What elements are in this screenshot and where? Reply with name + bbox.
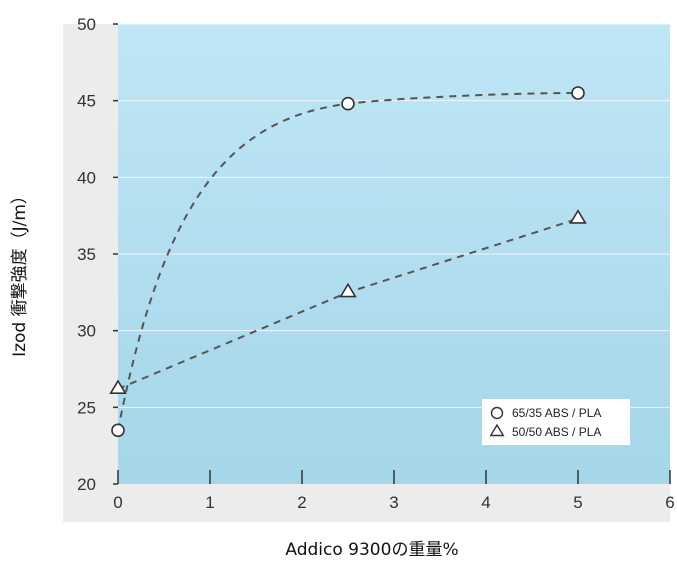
- y-tick-label-25: 25: [77, 398, 96, 417]
- y-tick-label-50: 50: [77, 15, 96, 34]
- axes: [113, 23, 671, 485]
- series-50-50-point: [109, 379, 127, 394]
- legend-circle-marker: [490, 406, 504, 420]
- y-tick-label-30: 30: [77, 322, 96, 341]
- series-65-35-point: [571, 86, 585, 100]
- x-axis-title: Addico 9300の重量%: [285, 540, 458, 560]
- y-axis-title: Izod 衝撃強度（J/m）: [10, 187, 30, 357]
- gridlines: [118, 23, 670, 408]
- x-tick-label-0: 0: [113, 493, 122, 512]
- series-50-50-point: [339, 282, 357, 298]
- y-tick-label-45: 45: [77, 92, 96, 111]
- y-tick-label-35: 35: [77, 245, 96, 264]
- legend-box: [482, 399, 630, 445]
- x-tick-label-4: 4: [481, 493, 490, 512]
- x-tick-label-5: 5: [573, 493, 582, 512]
- series-layer: [109, 86, 587, 438]
- x-tick-label-1: 1: [205, 493, 214, 512]
- y-tick-label-40: 40: [77, 168, 96, 187]
- legend: 65/35 ABS / PLA 50/50 ABS / PLA: [482, 399, 630, 445]
- y-tick-label-20: 20: [77, 475, 96, 494]
- legend-label-65-35: 65/35 ABS / PLA: [512, 406, 601, 420]
- x-tick-label-6: 6: [665, 493, 674, 512]
- series-65-35-point: [111, 423, 125, 438]
- series-50-50-point: [569, 209, 587, 224]
- legend-label-50-50: 50/50 ABS / PLA: [512, 425, 601, 439]
- series-65-35-point: [341, 96, 355, 111]
- x-tick-label-3: 3: [389, 493, 398, 512]
- x-tick-label-2: 2: [297, 493, 306, 512]
- legend-triangle-marker: [489, 423, 505, 437]
- series-65-35-line: [117, 92, 579, 431]
